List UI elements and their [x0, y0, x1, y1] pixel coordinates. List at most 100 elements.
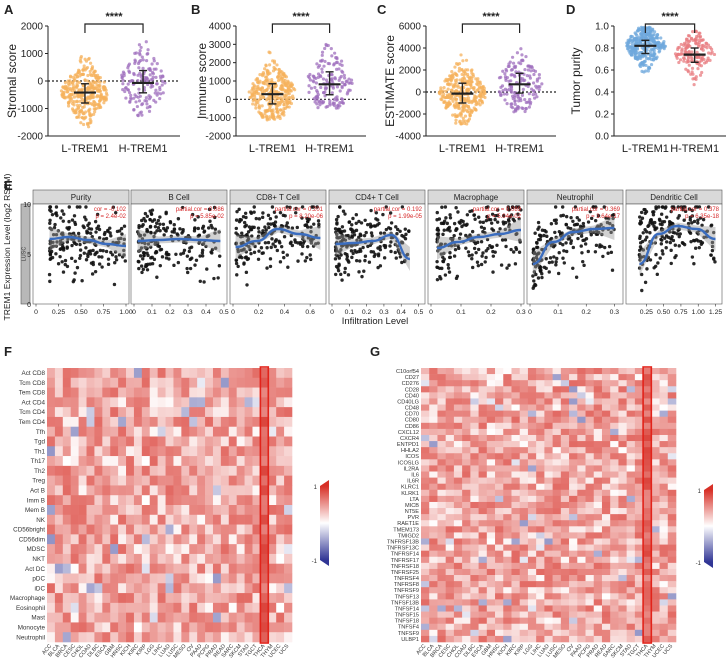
panel-f-cell [181, 613, 189, 623]
panel-f-cell [47, 632, 55, 642]
panel-c-dot [447, 88, 450, 91]
panel-f-cell [229, 388, 237, 398]
panel-f-cell [142, 505, 150, 515]
panel-e-point [661, 252, 664, 255]
panel-c-dot [467, 79, 470, 82]
panel-f-cell [252, 427, 260, 437]
panel-g-cell [528, 465, 537, 471]
panel-e-point [162, 233, 165, 236]
panel-g-cell [528, 459, 537, 465]
panel-g-cell [553, 435, 562, 441]
panel-f-cell [47, 466, 55, 476]
panel-c-dot [464, 115, 467, 118]
panel-a-dot [75, 111, 78, 114]
panel-d-dot [700, 57, 703, 60]
panel-e-point [60, 209, 63, 212]
panel-a-dot [98, 99, 101, 102]
panel-f-cell [110, 495, 118, 505]
panel-f-cell [260, 574, 268, 584]
panel-f-cell [268, 515, 276, 525]
panel-a-dot [146, 52, 149, 55]
panel-c-dot [499, 86, 502, 89]
panel-c-dot [459, 53, 462, 56]
panel-c-dot [479, 80, 482, 83]
panel-f-cell [87, 407, 95, 417]
panel-g-cell [553, 380, 562, 386]
panel-b-dot [315, 81, 318, 84]
panel-e-point [113, 283, 116, 286]
panel-c-dot [527, 68, 530, 71]
panel-f-cell [63, 466, 71, 476]
panel-g-cell [660, 374, 669, 380]
panel-g-cell [553, 447, 562, 453]
panel-g-cell [569, 398, 578, 404]
panel-e-point [669, 241, 672, 244]
panel-f-cell [245, 368, 253, 378]
panel-e-point [342, 210, 345, 213]
panel-f-cell [245, 378, 253, 388]
panel-f-cell [79, 554, 87, 564]
panel-d-dot [641, 35, 644, 38]
panel-a-dot [93, 104, 96, 107]
panel-e-stat-cor-1: partial.cor = 0.086 [176, 207, 225, 213]
panel-g-cell [470, 386, 479, 392]
panel-f-cell [284, 427, 292, 437]
panel-e-stat-cor-4: partial.cor = 0.089 [473, 207, 522, 213]
panel-f-row-label-11: Treg [32, 478, 45, 485]
panel-f-cell [166, 417, 174, 427]
panel-e-point [502, 220, 505, 223]
panel-a-dot [98, 95, 101, 98]
panel-b-dot [331, 91, 334, 94]
panel-f-cell [276, 378, 284, 388]
panel-f-cell [276, 397, 284, 407]
panel-f-cell [197, 632, 205, 642]
panel-d-significance: **** [661, 11, 679, 23]
panel-c-dot [458, 67, 461, 70]
panel-e-point [569, 242, 572, 245]
panel-f-cell [94, 603, 102, 613]
panel-f-cell [221, 495, 229, 505]
panel-e-point [582, 222, 585, 225]
panel-e-point [539, 266, 542, 269]
panel-a-dot [82, 73, 85, 76]
panel-b-dot [270, 78, 273, 81]
panel-f-cell [102, 368, 110, 378]
panel-f-cell [189, 427, 197, 437]
panel-e-point [692, 262, 695, 265]
panel-f-cell [221, 407, 229, 417]
panel-f-cell [205, 534, 213, 544]
panel-e-point [48, 219, 51, 222]
panel-e-point [123, 225, 126, 228]
panel-f-cell [205, 505, 213, 515]
panel-f-cell [47, 613, 55, 623]
panel-e-point [474, 251, 477, 254]
panel-f-cell [134, 525, 142, 535]
panel-f-cell [181, 534, 189, 544]
panel-g-cell [643, 405, 652, 411]
panel-g-cell [643, 380, 652, 386]
panel-g-cell [553, 429, 562, 435]
panel-f-cell [237, 417, 245, 427]
panel-e-point [62, 212, 65, 215]
panel-f-cell [213, 476, 221, 486]
panel-g-cell [470, 405, 479, 411]
panel-f-cell [205, 593, 213, 603]
panel-g-cell [577, 459, 586, 465]
panel-d-dot [700, 71, 703, 74]
panel-e-point [404, 237, 407, 240]
panel-c-dot [461, 106, 464, 109]
panel-f-cell [260, 466, 268, 476]
panel-g-cell [569, 435, 578, 441]
panel-f-cell [189, 574, 197, 584]
panel-a-dot [86, 123, 89, 126]
panel-g-cell [544, 368, 553, 374]
panel-f-cell [276, 446, 284, 456]
panel-f-cell [197, 368, 205, 378]
panel-e-point [94, 230, 97, 233]
panel-f-cell [134, 534, 142, 544]
panel-e-point [283, 214, 286, 217]
panel-f-cell [71, 427, 79, 437]
panel-e-xtick-label-5-1: 0.1 [553, 309, 563, 316]
panel-e-point [89, 249, 92, 252]
panel-e-point [360, 275, 363, 278]
